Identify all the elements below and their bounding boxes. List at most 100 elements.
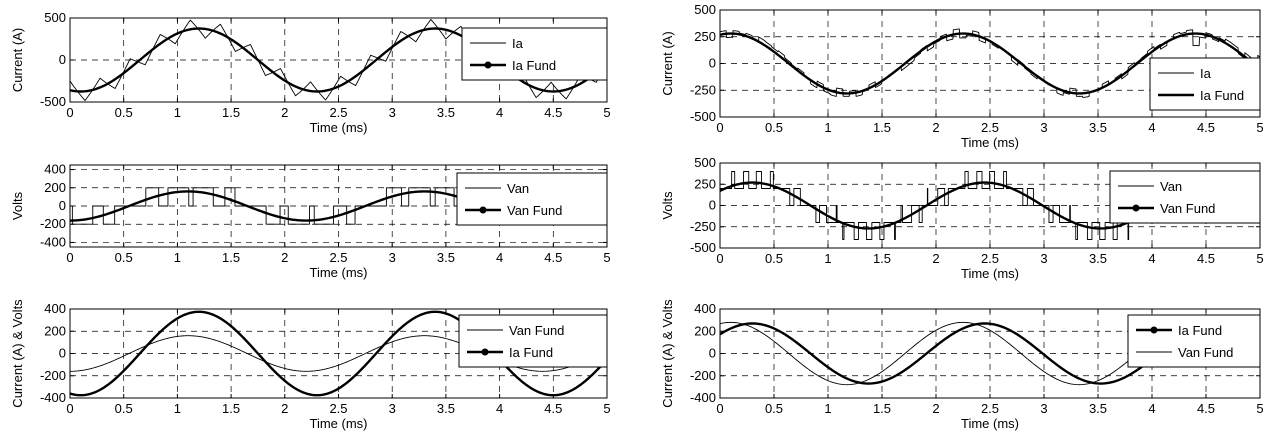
legend-box (1127, 314, 1261, 368)
x-axis-label: Time (ms) (961, 135, 1019, 150)
y-tick-label: 200 (694, 323, 716, 338)
x-tick-label: 1 (824, 401, 831, 416)
legend-label: Ia Fund (512, 58, 556, 73)
x-tick-label: 2.5 (981, 120, 999, 135)
legend: Van Fund Ia Fund (458, 314, 608, 368)
legend-box (461, 27, 608, 81)
chart-panel-4: 0 0.5 1 1.5 2 2.5 3 3.5 4 4.5 5 -500 -250 0 250 500 Time… (660, 2, 1264, 150)
legend-marker (1150, 326, 1158, 334)
legend-marker (481, 348, 489, 356)
y-tick-label: 0 (59, 198, 66, 213)
x-tick-label: 0 (66, 105, 73, 120)
y-tick-label: 500 (44, 10, 66, 25)
x-tick-label: 0.5 (115, 401, 133, 416)
x-tick-label: 2 (281, 250, 288, 265)
x-axis-label: Time (ms) (961, 416, 1019, 431)
x-axis-label: Time (ms) (309, 416, 367, 431)
x-axis-label: Time (ms) (961, 266, 1019, 281)
x-tick-label: 4 (496, 401, 503, 416)
chart-panel-3: 0 0.5 1 1.5 2 2.5 3 3.5 4 4.5 5 -400 -200 0 200 400 Time… (10, 299, 611, 431)
legend-label: Ia (1200, 66, 1212, 81)
x-tick-label: 1 (824, 120, 831, 135)
x-tick-label: 0 (716, 251, 723, 266)
y-tick-label: -200 (40, 368, 66, 383)
y-tick-label: 200 (44, 180, 66, 195)
x-tick-label: 0.5 (765, 251, 783, 266)
x-tick-label: 4 (1148, 401, 1155, 416)
x-tick-label: 3 (1040, 251, 1047, 266)
legend-label: Van Fund (1178, 345, 1233, 360)
y-tick-label: 200 (44, 323, 66, 338)
x-tick-label: 3 (1040, 120, 1047, 135)
y-tick-label: -400 (40, 234, 66, 249)
legend-label: Van Fund (1160, 201, 1215, 216)
chart-panel-2: 0 0.5 1 1.5 2 2.5 3 3.5 4 4.5 5 -400 -200 0 200 400 Time… (10, 162, 611, 280)
y-tick-label: -500 (690, 240, 716, 255)
x-tick-label: 4.5 (1197, 120, 1215, 135)
x-tick-label: 2 (932, 401, 939, 416)
x-tick-label: 4 (496, 105, 503, 120)
x-tick-label: 3.5 (437, 105, 455, 120)
x-tick-label: 3.5 (1089, 251, 1107, 266)
y-axis-label: Current (A) & Volts (10, 299, 25, 408)
x-tick-label: 4 (1148, 251, 1155, 266)
legend-label: Ia Fund (509, 345, 553, 360)
y-tick-label: -200 (690, 368, 716, 383)
y-tick-label: 0 (59, 52, 66, 67)
x-tick-label: 0.5 (115, 250, 133, 265)
x-tick-label: 1 (174, 105, 181, 120)
x-tick-label: 4.5 (544, 401, 562, 416)
x-tick-label: 5 (1256, 120, 1263, 135)
y-axis-label: Volts (660, 191, 675, 220)
legend-label: Van Fund (509, 323, 564, 338)
x-tick-label: 3 (389, 401, 396, 416)
x-tick-label: 2.5 (981, 401, 999, 416)
x-tick-label: 1.5 (222, 250, 240, 265)
x-tick-label: 2 (281, 105, 288, 120)
legend: Ia Fund Van Fund (1127, 314, 1261, 368)
y-tick-label: -500 (690, 109, 716, 124)
x-tick-label: 4 (1148, 120, 1155, 135)
x-tick-label: 5 (1256, 251, 1263, 266)
x-tick-label: 0.5 (115, 105, 133, 120)
y-tick-label: 0 (59, 346, 66, 361)
x-tick-label: 3 (389, 105, 396, 120)
y-tick-label: -500 (40, 94, 66, 109)
legend-box (458, 314, 608, 368)
x-tick-label: 4 (496, 250, 503, 265)
y-axis-label: Current (A) (660, 31, 675, 95)
x-tick-label: 3.5 (437, 401, 455, 416)
x-axis-label: Time (ms) (309, 120, 367, 135)
legend-box (1149, 57, 1261, 111)
x-tick-label: 4.5 (544, 105, 562, 120)
legend-label: Van (1160, 179, 1182, 194)
x-tick-label: 1.5 (873, 251, 891, 266)
x-tick-label: 3 (389, 250, 396, 265)
x-tick-label: 2.5 (329, 250, 347, 265)
x-tick-label: 5 (603, 105, 610, 120)
x-tick-label: 2.5 (329, 105, 347, 120)
legend-label: Ia Fund (1200, 88, 1244, 103)
legend-box (456, 172, 608, 226)
x-tick-label: 0 (716, 120, 723, 135)
x-tick-label: 2 (281, 401, 288, 416)
y-tick-label: 500 (694, 2, 716, 17)
legend: Van Van Fund (1109, 170, 1261, 224)
legend-label: Ia Fund (1178, 323, 1222, 338)
x-tick-label: 1.5 (873, 120, 891, 135)
x-tick-label: 0 (66, 250, 73, 265)
x-tick-label: 4.5 (1197, 401, 1215, 416)
legend-box (1109, 170, 1261, 224)
legend-marker (1132, 204, 1140, 212)
legend: Ia Ia Fund (1149, 57, 1261, 111)
y-tick-label: 250 (694, 29, 716, 44)
x-tick-label: 1 (174, 401, 181, 416)
x-tick-label: 1.5 (222, 105, 240, 120)
x-tick-label: 0.5 (765, 120, 783, 135)
y-axis-label: Current (A) (10, 28, 25, 92)
x-tick-label: 1 (174, 250, 181, 265)
x-tick-label: 2.5 (981, 251, 999, 266)
x-tick-label: 0.5 (765, 401, 783, 416)
y-tick-label: 0 (709, 56, 716, 71)
